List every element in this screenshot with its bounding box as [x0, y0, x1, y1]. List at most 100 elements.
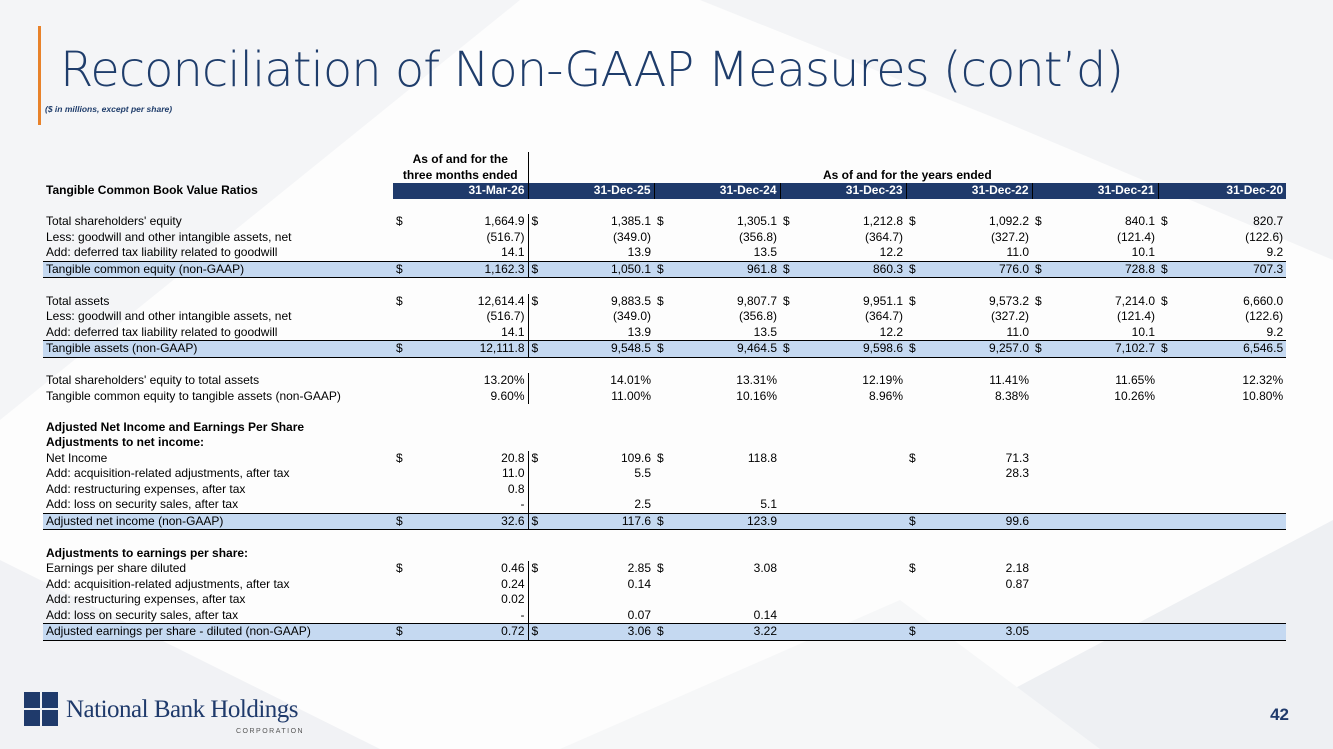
- row-label: Add: deferred tax liability related to g…: [46, 324, 278, 339]
- cell-value: [1178, 482, 1286, 498]
- logo-wordmark: National Bank Holdings: [66, 696, 299, 723]
- currency-sign: $: [654, 623, 674, 641]
- currency-sign: [1158, 325, 1178, 341]
- currency-sign: $: [906, 260, 926, 278]
- logo-mark-icon: [24, 692, 58, 726]
- currency-sign: $: [527, 561, 548, 577]
- row-label: Add: restructuring expenses, after tax: [46, 481, 246, 496]
- table-row: Adjustments to net income:: [43, 435, 1286, 451]
- row-label: Total shareholders' equity: [46, 214, 182, 228]
- currency-sign: [906, 482, 926, 498]
- cell-value: 9,951.1: [862, 293, 903, 308]
- cell-value: [1052, 561, 1158, 577]
- currency-sign: [780, 497, 800, 513]
- row-label: Adjusted net income (non-GAAP): [43, 512, 393, 530]
- cell-value: 0.24: [501, 576, 525, 591]
- currency-sign: [906, 325, 926, 341]
- cell-value: (516.7): [486, 309, 525, 323]
- currency-sign: $: [654, 512, 674, 530]
- cell-value: 20.8: [501, 450, 525, 465]
- row-label: Add: deferred tax liability related to g…: [46, 245, 278, 259]
- currency-sign: [654, 482, 674, 498]
- currency-sign: [1032, 245, 1052, 261]
- date-header: 31-Dec-21: [1031, 183, 1158, 199]
- cell-value: (349.0): [612, 309, 651, 323]
- cell-value: [800, 466, 906, 482]
- currency-sign: $: [657, 450, 664, 465]
- currency-sign: [1032, 482, 1052, 498]
- currency-sign: [654, 466, 674, 482]
- currency-sign: [1158, 309, 1178, 325]
- currency-sign: $: [527, 450, 548, 466]
- cell-value: 10.1: [1131, 324, 1155, 339]
- cell-value: 117.6: [548, 512, 654, 530]
- table-row: Add: deferred tax liability related to g…: [43, 245, 1286, 261]
- currency-sign: [906, 373, 926, 389]
- currency-sign: [654, 608, 674, 624]
- currency-sign: $: [657, 214, 664, 228]
- cell-value: [800, 623, 906, 641]
- currency-sign: [1032, 561, 1052, 577]
- currency-sign: [780, 623, 800, 641]
- cell-value: 5.5: [634, 466, 651, 480]
- currency-sign: [906, 309, 926, 325]
- currency-sign: [1032, 592, 1052, 608]
- currency-sign: $: [657, 293, 664, 308]
- row-label: Earnings per share diluted: [46, 561, 187, 575]
- currency-sign: [393, 466, 413, 482]
- currency-sign: [654, 389, 674, 405]
- cell-value: [1052, 577, 1158, 593]
- cell-value: 123.9: [674, 512, 780, 530]
- currency-sign: [527, 229, 548, 245]
- currency-sign: $: [909, 293, 916, 308]
- currency-sign: [527, 466, 548, 482]
- cell-value: 6,660.0: [1243, 293, 1284, 308]
- cell-value: 12.2: [879, 245, 903, 259]
- cell-value: -: [520, 497, 525, 511]
- currency-sign: [780, 577, 800, 593]
- cell-value: 11.00%: [611, 388, 651, 403]
- currency-sign: $: [1158, 340, 1178, 358]
- currency-sign: [780, 309, 800, 325]
- cell-value: (327.2): [990, 309, 1029, 323]
- cell-value: 2.5: [634, 497, 651, 511]
- cell-value: [674, 482, 780, 498]
- cell-value: 0.8: [507, 481, 525, 496]
- cell-value: 28.3: [1005, 466, 1029, 480]
- currency-sign: [1032, 623, 1052, 641]
- currency-sign: [527, 592, 548, 608]
- cell-value: 11.65%: [1115, 373, 1155, 387]
- currency-sign: [906, 389, 926, 405]
- row-label: Adjustments to net income:: [46, 435, 205, 449]
- cell-value: [800, 561, 906, 577]
- cell-value: 1,305.1: [736, 214, 777, 228]
- cell-value: 109.6: [620, 450, 651, 465]
- currency-sign: [906, 466, 926, 482]
- cell-value: [1178, 451, 1286, 467]
- cell-value: 99.6: [926, 512, 1032, 530]
- cell-value: 10.1: [1131, 245, 1155, 259]
- table-row: Total assets $12,614.4 $9,883.5 $9,807.7 $9,…: [43, 293, 1286, 309]
- currency-sign: [780, 466, 800, 482]
- cell-value: [1178, 466, 1286, 482]
- row-label: Total assets: [46, 293, 110, 308]
- currency-sign: [1032, 373, 1052, 389]
- currency-sign: [1158, 245, 1178, 261]
- currency-sign: $: [1032, 340, 1052, 358]
- total-row: Adjusted net income (non-GAAP) $32.6 $117.…: [43, 512, 1287, 530]
- currency-sign: [1032, 389, 1052, 405]
- non-gaap-reconciliation-table: As of and for the three months ended As of…: [43, 152, 1287, 641]
- cell-value: [1052, 608, 1158, 624]
- cell-value: [548, 482, 654, 498]
- cell-value: [674, 592, 780, 608]
- cell-value: 3.22: [674, 623, 780, 641]
- table-row: Add: restructuring expenses, after tax 0.…: [43, 592, 1286, 608]
- cell-value: [548, 592, 654, 608]
- cell-value: 1,212.8: [862, 214, 903, 228]
- cell-value: [1178, 592, 1286, 608]
- currency-sign: [780, 451, 800, 467]
- currency-sign: $: [393, 260, 413, 278]
- currency-sign: [1032, 466, 1052, 482]
- cell-value: [800, 451, 906, 467]
- cell-value: [800, 608, 906, 624]
